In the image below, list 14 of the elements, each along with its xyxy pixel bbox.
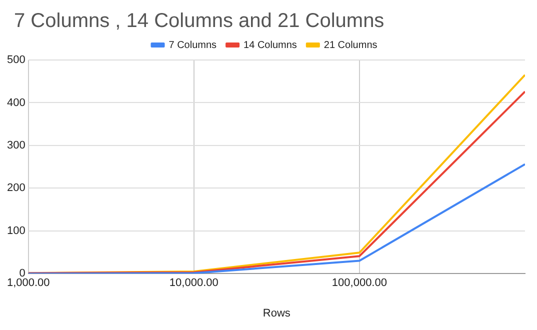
legend-label: 7 Columns — [168, 40, 217, 51]
y-tick-label: 100 — [6, 224, 26, 237]
x-axis-title: Rows — [262, 307, 291, 320]
y-tick-label: 500 — [6, 54, 26, 66]
y-tick-label: 200 — [6, 182, 26, 194]
legend-label: 21 Columns — [324, 40, 378, 51]
chart-title: 7 Columns , 14 Columns and 21 Columns — [14, 10, 384, 33]
x-tick-label: 100,000.00 — [332, 277, 387, 290]
y-tick-label: 300 — [6, 139, 26, 152]
legend-label: 14 Columns — [244, 40, 297, 51]
x-tick-label: 10,000.00 — [169, 277, 218, 290]
x-tick-label: 1,000.00 — [6, 277, 50, 290]
y-tick-label: 0 — [19, 268, 26, 280]
y-tick-label: 400 — [6, 96, 26, 109]
